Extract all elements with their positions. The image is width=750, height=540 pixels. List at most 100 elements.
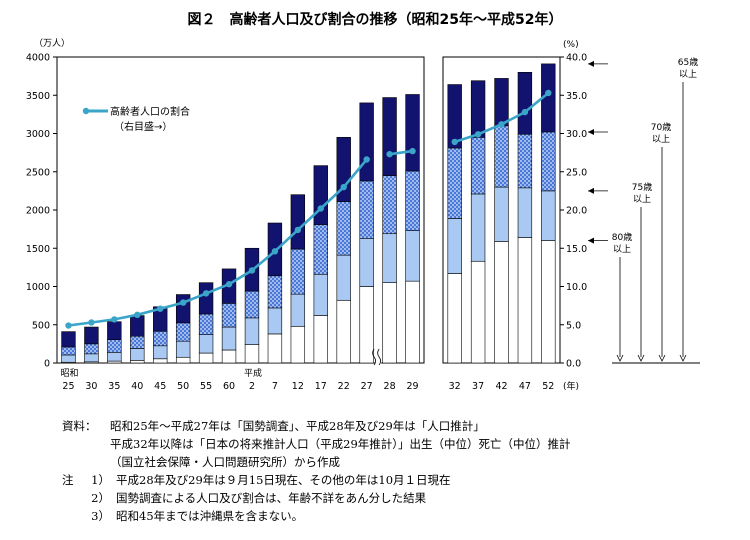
bar-segment-age75to79 xyxy=(267,307,283,335)
bar-segment-age65to69 xyxy=(198,282,214,315)
y-left-axis-label: （万人） xyxy=(34,38,70,49)
annotation-age-sublabel: 以上 xyxy=(613,244,631,255)
population-chart: 0 500 1000 1500 2000 2500 3000 3500 4000 （万人） 0.0 5… xyxy=(26,38,700,392)
y-right-tick-label: 25.0 xyxy=(566,167,587,178)
ratio-point xyxy=(451,138,458,146)
bar-segment-age70to74 xyxy=(470,137,486,195)
y-left-tick-label: 2000 xyxy=(26,206,50,217)
bar-segment-age70to74 xyxy=(267,275,283,309)
bar-segment-age65to69 xyxy=(494,78,509,127)
legend-marker xyxy=(82,107,90,115)
ratio-point xyxy=(225,281,233,288)
bar-segment-age70to74 xyxy=(517,133,533,189)
source-line: 昭和25年～平成27年は「国勢調査」、平成28年及び29年は「人口推計」 xyxy=(110,419,485,433)
annotation-age-label: 80歳 xyxy=(612,231,632,243)
source-line: 平成32年以降は「日本の将来推計人口（平成29年推計）」出生（中位）死亡（中位）… xyxy=(110,437,571,451)
bar-segment-age70to74 xyxy=(84,343,99,355)
x-tick-label: 25 xyxy=(62,381,74,392)
bar-segment-age75to79 xyxy=(221,326,237,351)
bar-segment-age80plus xyxy=(447,273,462,364)
y-right-axis-label: (%) xyxy=(563,40,579,50)
annotation-arrowhead xyxy=(588,237,594,244)
bar-segment-age65to69 xyxy=(359,102,374,182)
ratio-point xyxy=(202,290,210,297)
ratio-point xyxy=(248,267,256,274)
annotation-arrowhead xyxy=(588,128,594,135)
y-right-tick-label: 5.0 xyxy=(566,320,581,331)
x-tick-label: 60 xyxy=(223,381,235,392)
bar-segment-age75to79 xyxy=(130,348,145,361)
bar-segment-age65to69 xyxy=(517,72,533,135)
x-tick-label: 45 xyxy=(154,381,166,392)
x-era-label: 昭和 xyxy=(60,368,78,379)
x-tick-label: 29 xyxy=(406,381,418,392)
ratio-point xyxy=(474,131,482,138)
axis-break-mark xyxy=(377,348,382,366)
bar-segment-age80plus xyxy=(244,344,260,364)
ratio-line xyxy=(389,149,413,156)
bar-segment-age65to69 xyxy=(130,315,145,337)
bar-segment-age75to79 xyxy=(313,273,328,316)
bar-segment-age70to74 xyxy=(130,335,145,349)
note-text: 平成28年及び29年は９月15日現在、その他の年は10月１日現在 xyxy=(116,473,451,487)
x-unit-label: (年) xyxy=(563,380,579,392)
bar-segment-age75to79 xyxy=(107,351,122,362)
legend-label: 高齢者人口の割合 xyxy=(110,105,190,118)
bar-segment-age80plus xyxy=(313,315,328,364)
x-tick-label: 22 xyxy=(338,381,350,392)
bar-segment-age70to74 xyxy=(541,131,556,192)
ratio-point xyxy=(271,248,279,255)
ratio-point xyxy=(317,205,324,212)
source-label: 資料： xyxy=(62,419,97,433)
y-left-tick-label: 3500 xyxy=(26,91,50,102)
bar-segment-age70to74 xyxy=(290,248,306,295)
bar-segment-age75to79 xyxy=(470,193,486,262)
bar-segment-age80plus xyxy=(290,325,306,364)
annotation-arrowhead-down xyxy=(658,354,666,362)
bar-segment-age75to79 xyxy=(244,317,260,345)
annotation-age-label: 70歳 xyxy=(651,121,671,133)
y-right-tick-label: 20.0 xyxy=(566,206,587,217)
ratio-point xyxy=(498,121,505,128)
ratio-point xyxy=(363,156,370,163)
y-left-tick-label: 2500 xyxy=(26,167,50,178)
bar-segment-age65to69 xyxy=(175,294,191,324)
y-right-tick-label: 0.0 xyxy=(566,359,581,370)
bar-segment-age75to79 xyxy=(405,230,420,282)
bar-segment-age65to69 xyxy=(470,80,486,138)
ratio-point xyxy=(179,299,187,306)
source-line: （国立社会保障・人口問題研究所）から作成 xyxy=(110,455,340,469)
bar-segment-age70to74 xyxy=(153,330,168,347)
y-left-tick-label: 1500 xyxy=(26,244,50,255)
note-row-2: 2） 国勢調査による人口及び割合は、年齢不詳をあん分した結果 xyxy=(62,489,571,507)
annotation-arrowhead-down xyxy=(679,354,687,362)
bar-segment-age70to74 xyxy=(382,175,397,235)
legend-sublabel: （右目盛→） xyxy=(114,120,172,133)
x-tick-label: 32 xyxy=(449,381,461,392)
annotation-arrowhead-down xyxy=(637,354,645,362)
bar-segment-age70to74 xyxy=(244,290,260,319)
chart-title: 図２ 高齢者人口及び割合の推移（昭和25年～平成52年） xyxy=(187,12,563,28)
bar-segment-age75to79 xyxy=(359,238,374,287)
bar-segment-age80plus xyxy=(470,260,486,364)
bar-segment-age80plus xyxy=(267,333,283,364)
annotation-arrowhead xyxy=(588,187,594,194)
x-tick-label: 55 xyxy=(200,381,212,392)
bar-segment-age75to79 xyxy=(447,218,462,274)
bar-segment-age65to69 xyxy=(84,326,99,345)
ratio-point xyxy=(294,226,302,234)
x-tick-label: 52 xyxy=(542,381,554,392)
ratio-point xyxy=(386,150,393,158)
bar-segment-age75to79 xyxy=(198,334,214,354)
bar-segment-age75to79 xyxy=(541,190,556,241)
bar-segment-age65to69 xyxy=(447,84,462,149)
annotation-age-label: 65歳 xyxy=(678,56,698,68)
ratio-point xyxy=(521,108,529,116)
ratio-point xyxy=(340,183,347,191)
bar-segment-age65to69 xyxy=(382,97,397,176)
bar-segment-age80plus xyxy=(494,241,509,364)
x-tick-label: 50 xyxy=(177,381,189,392)
note-row-1: 注 1） 平成28年及び29年は９月15日現在、その他の年は10月１日現在 xyxy=(62,471,571,489)
y-left-tick-label: 3000 xyxy=(26,129,50,140)
bar-segment-age70to74 xyxy=(107,339,122,353)
